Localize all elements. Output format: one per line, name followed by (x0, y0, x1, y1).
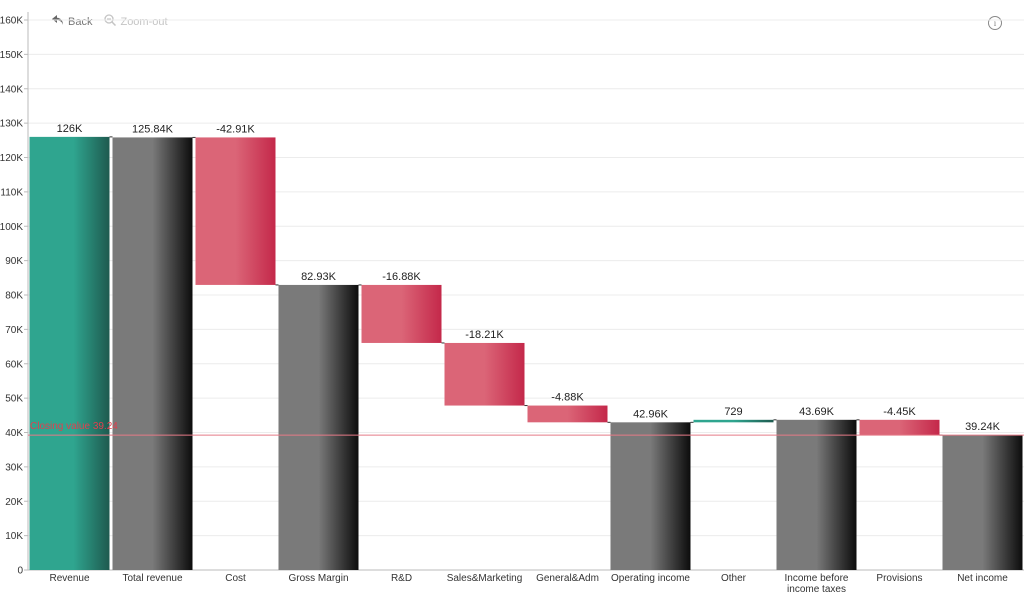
y-tick-label: 60K (5, 359, 23, 370)
back-label: Back (68, 15, 93, 28)
y-tick-label: 0 (17, 566, 23, 577)
data-labels: 126K 125.84K -42.91K 82.93K -16.88K -18.21K -4… (57, 123, 1001, 433)
bar-value-label: -4.45K (883, 406, 916, 418)
bar-value-label: 82.93K (301, 271, 337, 283)
bar-value-label: 43.69K (799, 406, 835, 418)
bar-total[interactable] (942, 435, 1023, 570)
x-category-label: Other (721, 573, 747, 584)
y-tick-label: 90K (5, 256, 23, 267)
bar-decrease[interactable] (859, 419, 940, 436)
bar-value-label: 126K (57, 123, 83, 135)
gridlines (28, 19, 1024, 571)
bar-increase[interactable] (693, 419, 774, 423)
info-icon[interactable]: i (988, 16, 1002, 30)
bar-total[interactable] (278, 284, 359, 570)
x-category-label: Revenue (49, 573, 89, 584)
bar-decrease[interactable] (195, 137, 276, 285)
y-tick-label: 50K (5, 394, 23, 405)
bars (29, 136, 1023, 571)
x-category-label: Net income (957, 573, 1008, 584)
x-category-label: Provisions (876, 573, 922, 584)
bar-total[interactable] (112, 137, 193, 571)
closing-value-line: Closing value 39.24 (28, 421, 1024, 436)
y-tick-label: 140K (0, 84, 23, 95)
y-tick-label: 80K (5, 291, 23, 302)
x-category-label: General&Adm (536, 573, 599, 584)
zoom-out-icon (104, 14, 117, 29)
x-category-label: Total revenue (122, 573, 182, 584)
y-axis: 0 10K 20K 30K 40K 50K 60K 70K 80K 90K 100K 110K 120K… (0, 12, 29, 577)
bar-decrease[interactable] (361, 284, 442, 343)
x-category-label: Gross Margin (288, 573, 348, 584)
y-tick-label: 100K (0, 222, 23, 233)
bar-total[interactable] (610, 422, 691, 570)
y-tick-label: 150K (0, 50, 23, 61)
closing-value-label: Closing value 39.24 (30, 421, 118, 432)
y-tick-label: 20K (5, 497, 23, 508)
bar-value-label: -4.88K (551, 392, 584, 404)
bar-total[interactable] (776, 419, 857, 570)
bar-value-label: -16.88K (382, 271, 421, 283)
x-category-label: Operating income (611, 573, 690, 584)
bar-value-label: 42.96K (633, 408, 669, 420)
y-tick-label: 160K (0, 16, 23, 27)
chart-toolbar: Back Zoom-out (52, 14, 168, 29)
x-category-label: income taxes (787, 584, 846, 595)
y-tick-label: 120K (0, 153, 23, 164)
y-tick-label: 130K (0, 119, 23, 130)
x-axis: Revenue Total revenue Cost Gross Margin R&D S… (49, 573, 1008, 595)
x-category-label: Sales&Marketing (447, 573, 523, 584)
bar-start[interactable] (29, 136, 110, 570)
bar-value-label: -18.21K (465, 329, 504, 341)
x-category-label: R&D (391, 573, 412, 584)
bar-value-label: 729 (724, 406, 742, 418)
zoom-out-label: Zoom-out (120, 15, 168, 28)
bar-value-label: -42.91K (216, 123, 255, 135)
y-tick-label: 70K (5, 325, 23, 336)
x-category-label: Cost (225, 573, 246, 584)
bar-decrease[interactable] (444, 342, 525, 406)
bar-value-label: 39.24K (965, 421, 1001, 433)
bar-value-label: 125.84K (132, 123, 174, 135)
y-tick-label: 10K (5, 531, 23, 542)
x-category-label: Income before (785, 573, 849, 584)
bar-decrease[interactable] (527, 405, 608, 423)
y-tick-label: 40K (5, 428, 23, 439)
y-tick-label: 110K (0, 187, 23, 198)
zoom-out-button[interactable]: Zoom-out (104, 14, 168, 29)
y-tick-label: 30K (5, 462, 23, 473)
